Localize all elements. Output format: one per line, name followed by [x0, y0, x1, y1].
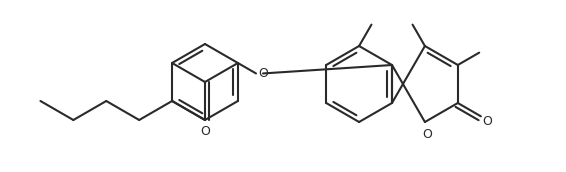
Text: O: O	[422, 128, 432, 141]
Text: O: O	[258, 67, 268, 80]
Text: O: O	[200, 125, 210, 138]
Text: O: O	[482, 115, 492, 128]
